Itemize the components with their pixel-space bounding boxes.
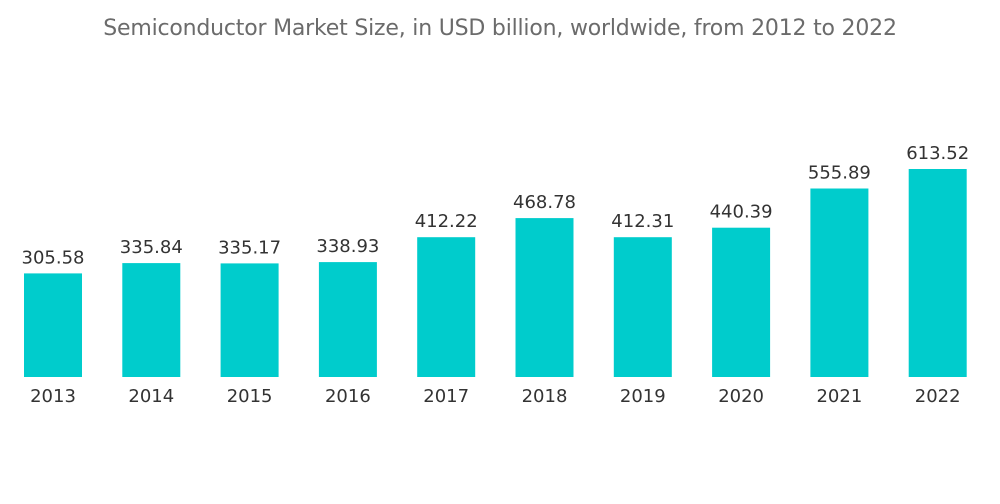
value-label-2013: 305.58	[22, 247, 85, 268]
x-tick-label-2021: 2021	[816, 386, 862, 407]
value-label-2020: 440.39	[710, 202, 773, 223]
value-labels-layer: 305.58 335.84 335.17 338.93 412.22 468.78 412.…	[22, 143, 970, 268]
bar-2013	[24, 273, 82, 377]
value-label-2014: 335.84	[120, 237, 183, 258]
value-label-2021: 555.89	[808, 163, 871, 184]
value-label-2017: 412.22	[415, 211, 478, 232]
x-tick-label-2014: 2014	[128, 386, 174, 407]
bar-2021	[810, 188, 869, 377]
value-label-2015: 335.17	[218, 237, 281, 258]
chart-title: Semiconductor Market Size, in USD billio…	[103, 16, 897, 41]
x-tick-label-2018: 2018	[522, 386, 568, 407]
x-axis-tick-labels: 2013 2014 2015 2016 2017 2018 2019 2020 2021 2022	[30, 386, 961, 407]
x-tick-label-2015: 2015	[227, 386, 273, 407]
x-tick-label-2017: 2017	[423, 386, 469, 407]
bar-2016	[318, 262, 377, 377]
value-label-2016: 338.93	[316, 236, 379, 257]
value-label-2019: 412.31	[611, 211, 674, 232]
bar-2019	[613, 237, 672, 377]
x-tick-label-2019: 2019	[620, 386, 666, 407]
bar-2017	[417, 237, 476, 377]
bar-2018	[515, 218, 574, 377]
bar-2015	[220, 263, 279, 377]
x-tick-label-2016: 2016	[325, 386, 371, 407]
bar-2014	[122, 263, 181, 377]
bar-2022	[908, 169, 967, 377]
x-tick-label-2022: 2022	[915, 386, 961, 407]
value-label-2018: 468.78	[513, 192, 576, 213]
x-tick-label-2020: 2020	[718, 386, 764, 407]
bar-2020	[712, 227, 771, 377]
x-tick-label-2013: 2013	[30, 386, 76, 407]
bars-layer	[24, 169, 967, 377]
value-label-2022: 613.52	[906, 143, 969, 164]
